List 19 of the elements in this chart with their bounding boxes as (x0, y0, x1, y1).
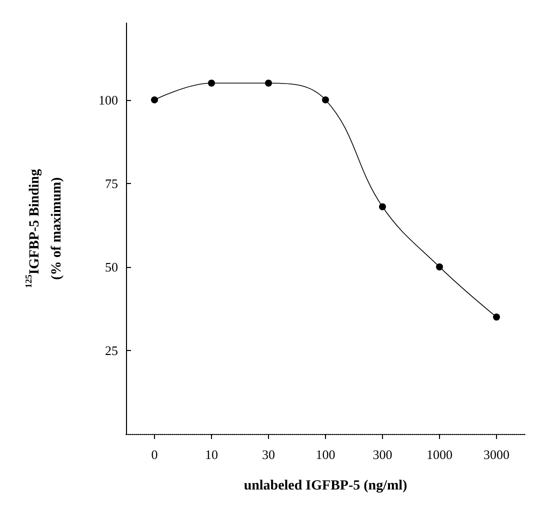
point (379, 203, 386, 210)
x-tick-label: 100 (316, 447, 336, 462)
x-tick-label: 3000 (484, 447, 510, 462)
y-tick-label: 50 (105, 259, 118, 274)
x-tick-label: 300 (372, 447, 392, 462)
point (151, 96, 158, 104)
x-axis-title: unlabeled IGFBP-5 (ng/ml) (244, 478, 408, 494)
point (208, 80, 215, 87)
x-tick-label: 10 (205, 447, 218, 462)
x-tick-label: 1000 (426, 447, 452, 462)
point (493, 314, 500, 321)
x-tick-label: 0 (151, 447, 158, 462)
point (436, 263, 443, 270)
y-tick-label: 25 (105, 342, 118, 358)
y-tick-label: 100 (98, 92, 118, 108)
point (265, 80, 272, 87)
point (322, 96, 329, 104)
x-tick-label: 30 (262, 447, 275, 462)
y-tick-label: 75 (105, 176, 118, 191)
